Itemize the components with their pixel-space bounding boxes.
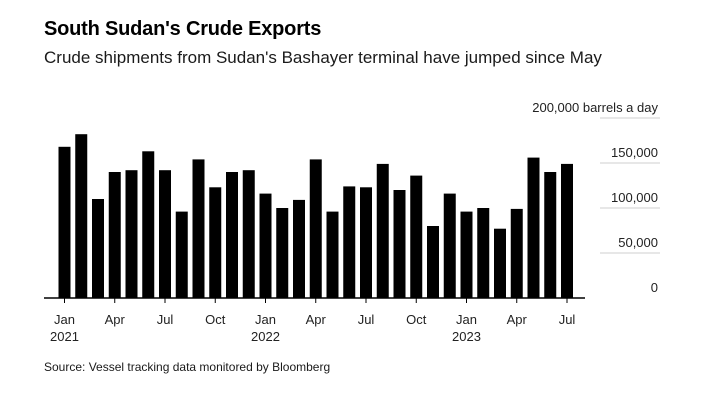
bar-2021-11 <box>226 172 238 298</box>
x-tick-year: 2022 <box>251 329 280 344</box>
bar-2022-08 <box>376 163 389 298</box>
x-tick-year: 2021 <box>50 329 79 344</box>
source-note: Source: Vessel tracking data monitored b… <box>44 360 331 374</box>
bar-2022-09 <box>393 190 406 298</box>
x-axis-labels: Jan 2021 Apr Jul Oct Jan 2022 Apr Jul Oct Jan 2023 A… <box>50 312 575 344</box>
bar-2022-07 <box>360 187 372 298</box>
bar-2021-07 <box>159 170 171 298</box>
x-tick-year: 2023 <box>452 329 481 344</box>
bar-2022-12 <box>443 193 456 298</box>
bar-2021-04 <box>108 172 121 298</box>
y-tick-label: 0 <box>651 280 658 295</box>
chart-subtitle: Crude shipments from Sudan's Bashayer te… <box>44 48 602 67</box>
x-tick-month: Apr <box>306 312 327 327</box>
x-axis <box>44 297 585 303</box>
bar-2023-07 <box>561 163 573 298</box>
bar-2022-10 <box>410 175 423 298</box>
x-tick-month: Jul <box>358 312 375 327</box>
bar-2021-12 <box>242 170 255 298</box>
y-tick-label: 50,000 <box>618 235 658 250</box>
y-tick-label: 100,000 <box>611 190 658 205</box>
x-tick-month: Apr <box>507 312 528 327</box>
bar-2021-05 <box>125 170 138 298</box>
bar-2021-03 <box>92 199 104 298</box>
bar-2022-02 <box>276 208 289 298</box>
x-tick-month: Jul <box>157 312 174 327</box>
bar-2022-06 <box>343 186 356 298</box>
bar-2023-04 <box>510 208 523 298</box>
bar-2023-03 <box>494 228 506 298</box>
y-tick-label: 200,000 barrels a day <box>532 100 658 115</box>
x-tick-month: Oct <box>205 312 226 327</box>
bar-2023-01 <box>460 211 473 298</box>
x-tick-month: Jan <box>54 312 75 327</box>
bar-2022-11 <box>427 226 439 298</box>
x-tick-month: Jul <box>559 312 576 327</box>
x-tick-month: Jan <box>456 312 477 327</box>
bar-2022-04 <box>309 159 322 298</box>
bar-2022-05 <box>326 211 339 298</box>
bar-2023-06 <box>544 172 557 298</box>
bar-2023-02 <box>477 208 490 298</box>
bar-2021-06 <box>142 151 155 298</box>
bar-2021-09 <box>192 159 205 298</box>
bar-2023-05 <box>527 157 540 298</box>
bar-2022-03 <box>293 199 305 298</box>
chart-title: South Sudan's Crude Exports <box>44 18 322 40</box>
gridlines <box>600 117 660 254</box>
bars <box>58 134 573 298</box>
x-tick-month: Jan <box>255 312 276 327</box>
x-tick-month: Oct <box>406 312 427 327</box>
y-tick-label: 150,000 <box>611 145 658 160</box>
bar-2021-10 <box>209 187 222 298</box>
x-tick-month: Apr <box>105 312 126 327</box>
bar-2021-08 <box>175 211 188 298</box>
y-axis-labels: 0 50,000 100,000 150,000 200,000 barrels a d… <box>532 100 658 295</box>
bar-2021-02 <box>75 134 88 298</box>
bar-2022-01 <box>259 193 272 298</box>
bar-2021-01 <box>58 146 71 298</box>
